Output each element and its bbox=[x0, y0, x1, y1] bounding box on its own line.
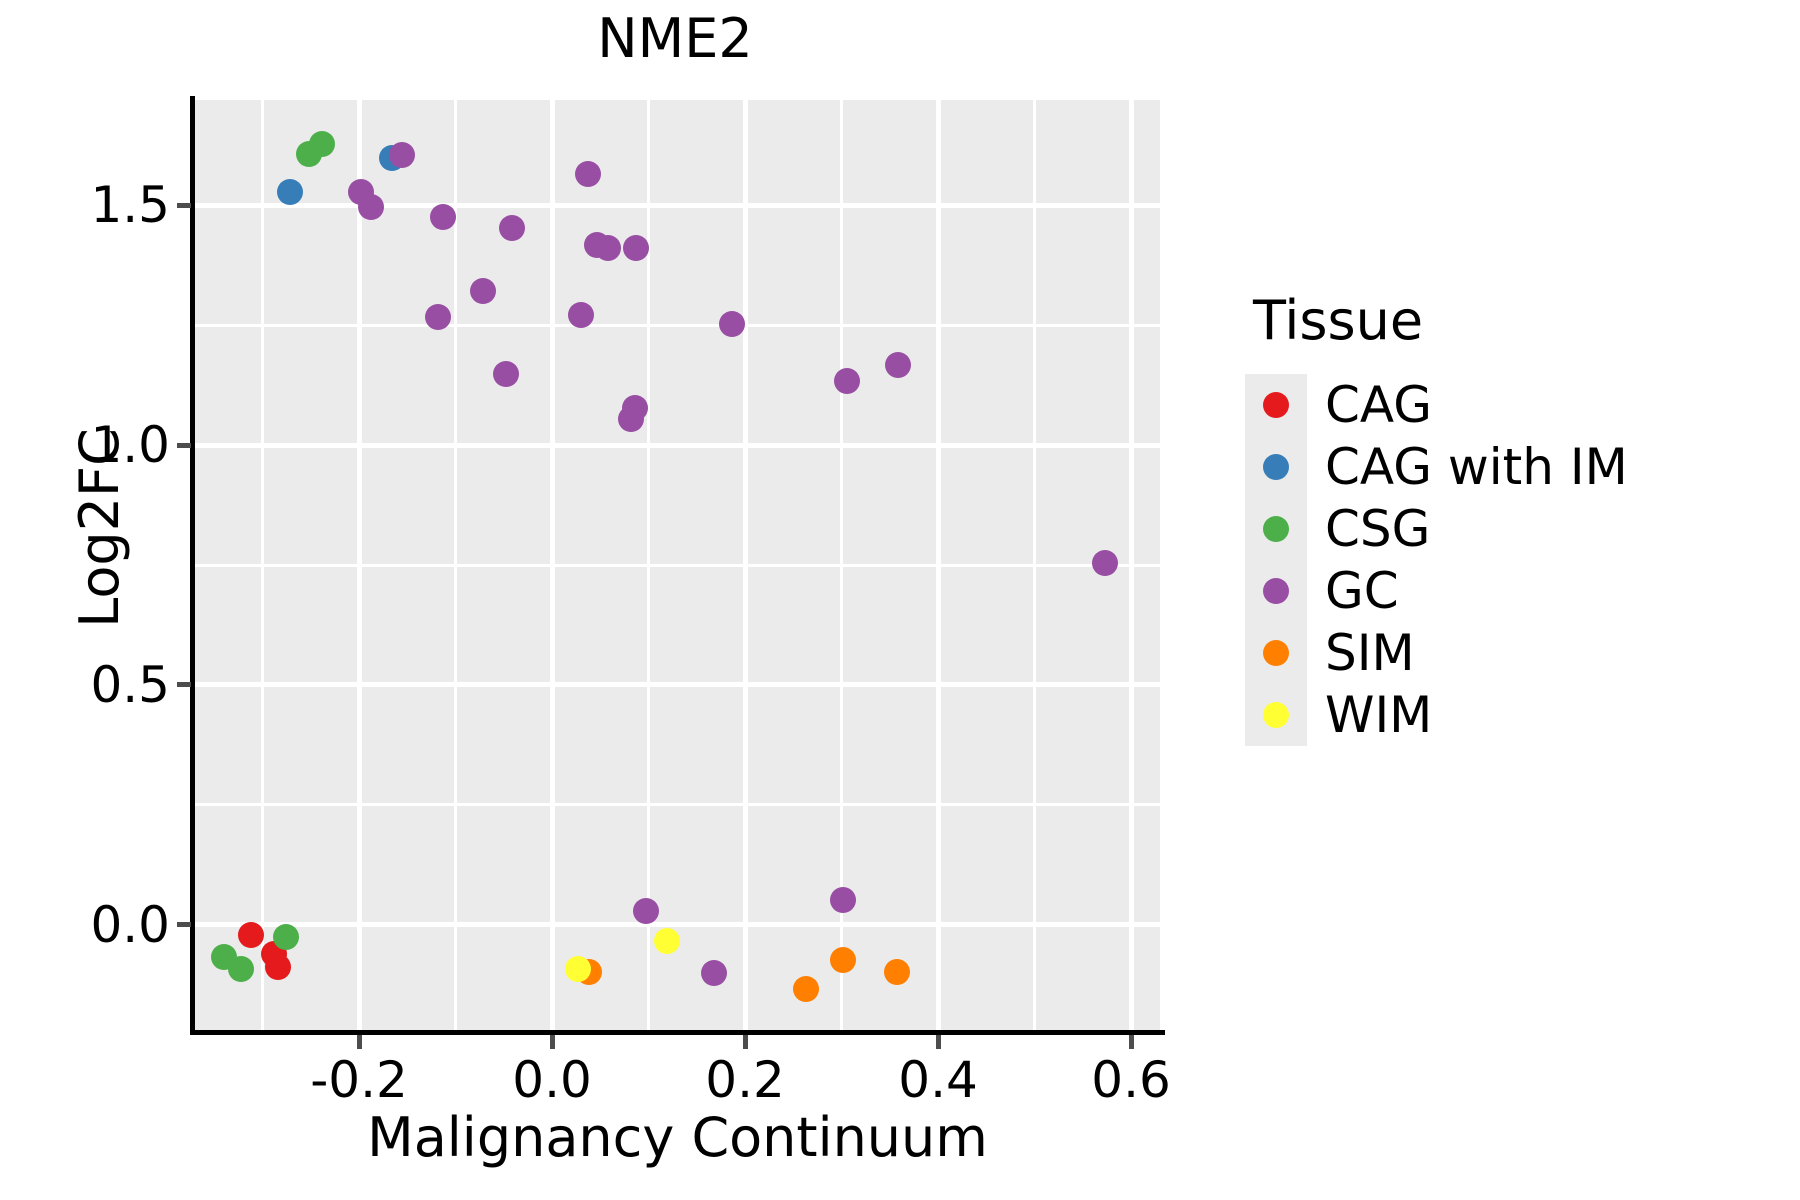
gridline bbox=[195, 922, 1160, 928]
data-point bbox=[272, 923, 299, 950]
x-tick bbox=[356, 1035, 362, 1049]
y-tick bbox=[177, 682, 191, 688]
x-tick-label: 0.4 bbox=[898, 1051, 978, 1109]
data-point bbox=[469, 277, 496, 304]
legend-dot-icon bbox=[1263, 640, 1289, 666]
x-axis-title: Malignancy Continuum bbox=[367, 1106, 988, 1169]
data-point bbox=[701, 960, 728, 987]
legend-item-sim[interactable]: SIM bbox=[1245, 622, 1628, 684]
data-point bbox=[309, 131, 336, 158]
legend-dot-icon bbox=[1263, 702, 1289, 728]
y-tick bbox=[177, 922, 191, 928]
data-point bbox=[653, 928, 680, 955]
legend-swatch bbox=[1245, 374, 1307, 436]
gridline bbox=[195, 442, 1160, 448]
data-point bbox=[264, 953, 291, 980]
gridline bbox=[647, 100, 651, 1030]
legend-swatch bbox=[1245, 498, 1307, 560]
gridline bbox=[195, 563, 1160, 567]
legend-item-cag[interactable]: CAG bbox=[1245, 374, 1628, 436]
legend-swatch bbox=[1245, 622, 1307, 684]
data-point bbox=[595, 234, 622, 261]
data-point bbox=[430, 204, 456, 231]
data-point bbox=[718, 311, 745, 338]
legend-label: CSG bbox=[1325, 500, 1431, 558]
y-axis-line bbox=[190, 96, 195, 1034]
y-tick-label: 1.0 bbox=[90, 416, 170, 475]
legend-label: CAG bbox=[1325, 376, 1432, 434]
legend-label: WIM bbox=[1325, 686, 1433, 744]
data-point bbox=[1091, 549, 1118, 576]
legend-label: SIM bbox=[1325, 624, 1415, 682]
data-point bbox=[389, 142, 416, 169]
data-point bbox=[425, 303, 452, 330]
gridline bbox=[840, 100, 844, 1030]
legend-entries: CAG CAG with IM CSG GC SIM WIM bbox=[1245, 374, 1628, 746]
plot-panel bbox=[195, 100, 1160, 1030]
gridline bbox=[261, 100, 265, 1030]
data-point bbox=[228, 955, 255, 982]
y-tick bbox=[177, 202, 191, 208]
gridline bbox=[195, 682, 1160, 688]
gridline bbox=[1033, 100, 1037, 1030]
legend-dot-icon bbox=[1263, 516, 1289, 542]
legend-label: GC bbox=[1325, 562, 1399, 620]
legend-title: Tissue bbox=[1253, 289, 1424, 352]
legend-dot-icon bbox=[1263, 578, 1289, 604]
legend: Tissue CAG CAG with IM CSG GC SIM WIM bbox=[1245, 290, 1765, 746]
data-point bbox=[883, 958, 910, 985]
y-tick-label: 0.5 bbox=[90, 655, 170, 714]
x-tick-label: 0.2 bbox=[705, 1051, 785, 1109]
data-point bbox=[574, 161, 601, 188]
x-tick bbox=[1128, 1035, 1134, 1049]
data-point bbox=[618, 405, 645, 432]
data-point bbox=[357, 193, 384, 220]
data-point bbox=[792, 976, 819, 1003]
gridline bbox=[454, 100, 458, 1030]
gridline bbox=[195, 202, 1160, 208]
legend-swatch bbox=[1245, 436, 1307, 498]
legend-dot-icon bbox=[1263, 454, 1289, 480]
data-point bbox=[276, 179, 303, 206]
data-point bbox=[492, 361, 519, 388]
data-point bbox=[632, 898, 659, 925]
x-tick bbox=[549, 1035, 555, 1049]
x-axis-line bbox=[190, 1030, 1165, 1035]
data-point bbox=[237, 922, 264, 949]
legend-swatch bbox=[1245, 560, 1307, 622]
data-point bbox=[623, 234, 649, 261]
legend-dot-icon bbox=[1263, 392, 1289, 418]
legend-item-wim[interactable]: WIM bbox=[1245, 684, 1628, 746]
gridline bbox=[195, 323, 1160, 327]
x-tick bbox=[742, 1035, 748, 1049]
y-tick-label: 0.0 bbox=[90, 895, 170, 954]
data-point bbox=[498, 215, 525, 242]
y-tick-label: 1.5 bbox=[90, 176, 170, 235]
legend-item-csg[interactable]: CSG bbox=[1245, 498, 1628, 560]
legend-item-gc[interactable]: GC bbox=[1245, 560, 1628, 622]
data-point bbox=[884, 351, 911, 378]
legend-swatch bbox=[1245, 684, 1307, 746]
data-point bbox=[565, 956, 592, 983]
data-point bbox=[568, 301, 594, 328]
data-point bbox=[830, 886, 857, 913]
y-tick bbox=[177, 442, 191, 448]
x-tick-label: 0.6 bbox=[1091, 1051, 1171, 1109]
legend-label: CAG with IM bbox=[1325, 438, 1628, 496]
data-point bbox=[830, 947, 857, 974]
x-tick bbox=[935, 1035, 941, 1049]
legend-item-cag-with-im[interactable]: CAG with IM bbox=[1245, 436, 1628, 498]
gridline bbox=[195, 803, 1160, 807]
x-tick-label: -0.2 bbox=[310, 1051, 408, 1109]
page-title: NME2 bbox=[597, 7, 753, 70]
y-axis-title: Log2FC bbox=[68, 428, 131, 628]
x-tick-label: 0.0 bbox=[512, 1051, 592, 1109]
data-point bbox=[834, 368, 861, 395]
